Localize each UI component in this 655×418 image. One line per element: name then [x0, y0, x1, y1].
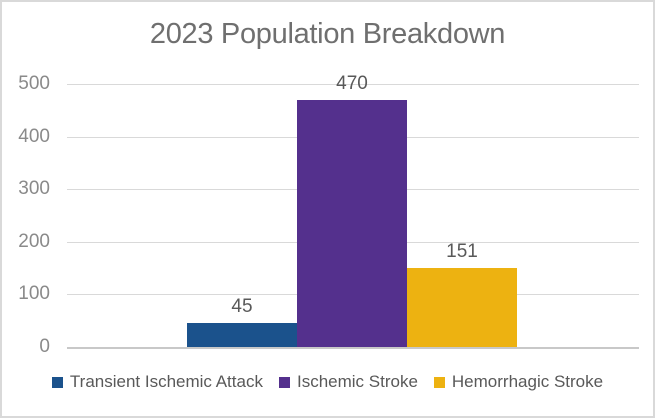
legend-item-label: Transient Ischemic Attack — [69, 372, 263, 391]
gridline — [67, 84, 639, 85]
y-axis-tick-label: 300 — [18, 178, 50, 200]
y-axis-tick-label: 0 — [39, 336, 50, 357]
gridline — [67, 347, 639, 349]
data-label: 45 — [231, 296, 253, 318]
legend: Transient Ischemic Attack Ischemic Stroke… — [2, 368, 653, 396]
legend-color-swatch — [278, 376, 290, 388]
bar-transient-ischemic-attack — [187, 323, 297, 347]
legend-item-label: Ischemic Stroke — [296, 372, 418, 391]
legend-item: Ischemic Stroke — [278, 372, 418, 392]
y-axis-tick-label: 200 — [18, 230, 50, 252]
plot-area — [67, 84, 639, 349]
legend-item: Hemorrhagic Stroke — [433, 372, 604, 392]
y-axis-tick-label: 100 — [18, 283, 50, 305]
data-label: 151 — [446, 240, 478, 262]
chart-title: 2023 Population Breakdown — [149, 18, 506, 50]
y-axis-tick-label: 400 — [18, 125, 50, 147]
legend-item-label: Hemorrhagic Stroke — [451, 372, 604, 391]
legend-color-swatch — [433, 376, 445, 388]
data-label: 470 — [336, 72, 368, 94]
legend-color-swatch — [51, 376, 63, 388]
legend-item: Transient Ischemic Attack — [51, 372, 263, 392]
y-axis-tick-label: 500 — [18, 73, 50, 94]
bar-ischemic-stroke — [297, 99, 407, 347]
bar-hemorrhagic-stroke — [407, 267, 517, 347]
